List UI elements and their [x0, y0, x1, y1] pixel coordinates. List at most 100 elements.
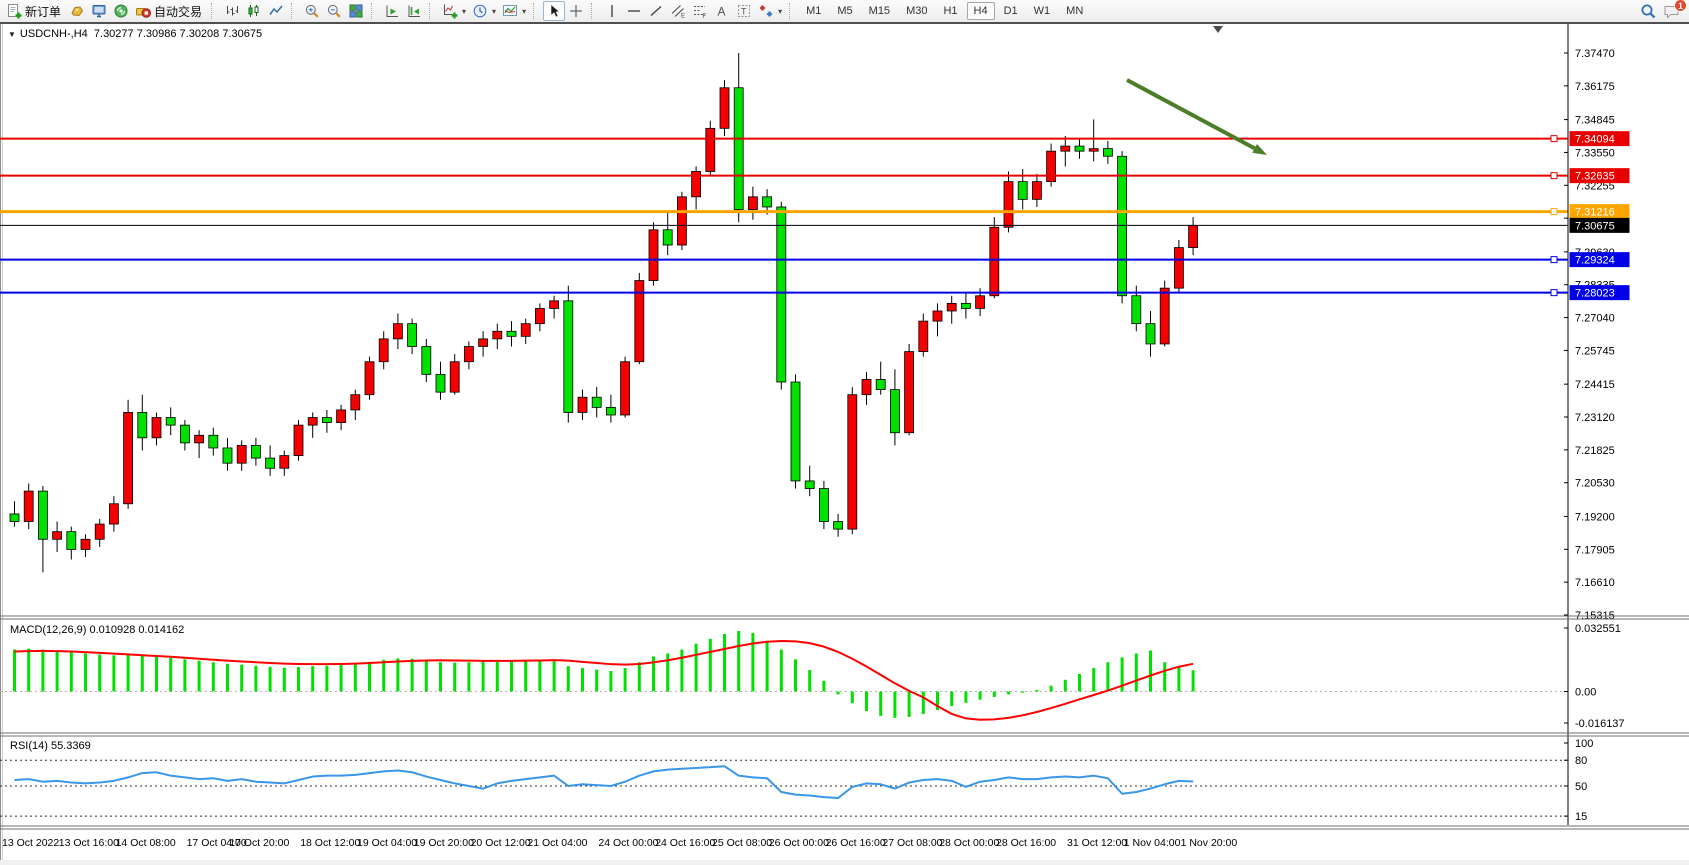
timeframe-mn[interactable]: MN	[1066, 5, 1084, 17]
hline-handle[interactable]	[1550, 135, 1558, 143]
time-axis-label: 18 Oct 12:00	[300, 837, 360, 849]
hline-handle[interactable]	[1550, 208, 1558, 216]
candlestick-chart-button[interactable]	[243, 1, 265, 21]
hline-handle[interactable]	[1550, 256, 1558, 264]
zoom-out-button[interactable]	[323, 1, 345, 21]
timeframe-w1[interactable]: W1	[1033, 5, 1051, 17]
time-axis-label: 20 Oct 12:00	[471, 837, 531, 849]
fibonacci-tool-button[interactable]: F	[689, 1, 711, 21]
svg-text:T: T	[741, 7, 747, 17]
indicators-button[interactable]: ▾	[499, 1, 529, 21]
svg-text:A: A	[718, 5, 726, 19]
text-tool-button[interactable]: A	[711, 1, 733, 21]
candle-body	[535, 308, 545, 325]
timeframe-m30[interactable]: M30	[906, 5, 928, 17]
line-chart-button[interactable]	[265, 1, 287, 21]
candle-body	[719, 87, 730, 129]
hline-handle[interactable]	[1550, 289, 1558, 297]
new-order-icon	[8, 4, 22, 19]
time-axis-label: 13 Oct 2022	[2, 837, 59, 849]
candle-body	[591, 396, 602, 408]
dropdown-caret-icon: ▾	[522, 6, 527, 16]
svg-text:E: E	[681, 14, 685, 20]
toolbar-separator	[789, 3, 796, 19]
price-flag-label: 7.30675	[1575, 220, 1615, 232]
candle-body	[790, 381, 801, 482]
time-axis-label: 17 Oct 20:00	[229, 837, 289, 849]
candle-body	[946, 302, 957, 312]
gold-nugget-button[interactable]	[66, 1, 88, 21]
line-chart-icon	[269, 5, 283, 15]
candle-body	[1032, 181, 1042, 200]
timeframe-h4[interactable]: H4	[966, 2, 995, 20]
candle-body	[961, 302, 971, 309]
symbol-dropdown-icon[interactable]: ▼	[8, 30, 16, 39]
horizontal-line-tool-button[interactable]	[623, 1, 645, 21]
macd-tick-label: 0.00	[1575, 687, 1596, 699]
chart-shift-button[interactable]	[403, 1, 425, 21]
candle-body	[38, 490, 48, 540]
dropdown-caret-icon: ▾	[778, 6, 783, 16]
price-tick-label: 7.33550	[1575, 147, 1615, 159]
price-tick-label: 7.16610	[1575, 577, 1615, 589]
timeframe-m5[interactable]: M5	[837, 5, 853, 17]
crosshair-tool-button[interactable]	[565, 1, 587, 21]
new-chart-button[interactable]: ▾	[439, 1, 469, 21]
text-label-tool-button[interactable]: T	[733, 1, 755, 21]
arrow-objects-button[interactable]: ▾	[755, 1, 785, 21]
auto-trading-button[interactable]: 自动交易	[132, 1, 207, 21]
zoom-in-button[interactable]	[301, 1, 323, 21]
bar-chart-button[interactable]	[221, 1, 243, 21]
timeframe-d1[interactable]: D1	[1003, 5, 1018, 17]
candle-body	[563, 300, 574, 413]
search-icon[interactable]	[1640, 3, 1657, 20]
timeframe-m1[interactable]: M1	[806, 5, 822, 17]
candle-body	[506, 330, 517, 337]
price-tick-label: 7.36175	[1575, 81, 1615, 93]
notifications-button[interactable]: 1	[1663, 0, 1687, 19]
vertical-line-tool-button[interactable]	[601, 1, 623, 21]
trend-line-tool-button[interactable]	[645, 1, 667, 21]
time-axis-label: 26 Oct 16:00	[826, 837, 886, 849]
time-axis-label: 28 Oct 00:00	[939, 837, 999, 849]
price-axis[interactable]	[1568, 24, 1689, 825]
signals-button[interactable]	[110, 1, 132, 21]
time-axis-label: 31 Oct 12:00	[1067, 837, 1127, 849]
hline-handle[interactable]	[1550, 172, 1558, 180]
time-axis-label: 24 Oct 00:00	[598, 837, 658, 849]
trend-arrow[interactable]	[1126, 78, 1256, 151]
price-tick-label: 7.17905	[1575, 544, 1615, 556]
main-toolbar: 新订单 自动交易 ▾ ▾	[0, 0, 1689, 22]
tile-windows-button[interactable]	[345, 1, 367, 21]
candle-body	[691, 171, 701, 198]
candle-body	[847, 394, 858, 530]
timeframe-m15[interactable]: M15	[868, 5, 891, 17]
candle-body	[904, 351, 914, 434]
periods-button[interactable]: ▾	[469, 1, 499, 21]
indicators-icon	[503, 5, 518, 16]
equidistant-channel-tool-button[interactable]: E	[667, 1, 689, 21]
candle-body	[577, 396, 588, 413]
candle-body	[208, 434, 219, 449]
time-axis[interactable]	[0, 830, 1568, 860]
cursor-tool-button[interactable]	[543, 1, 566, 21]
price-flag	[1569, 285, 1630, 301]
clock-icon	[473, 4, 487, 18]
chart-shift-marker[interactable]	[1213, 26, 1223, 33]
macd-tick-label: -0.016137	[1575, 718, 1625, 730]
trend-line-icon	[650, 5, 662, 17]
terminal-button[interactable]	[88, 1, 110, 21]
candle-body	[1060, 145, 1071, 152]
timeframe-h1[interactable]: H1	[943, 5, 958, 17]
chart-canvas[interactable]: 7.374707.361757.348457.335507.322557.309…	[0, 24, 1689, 860]
new-order-button[interactable]: 新订单	[3, 1, 66, 21]
candle-body	[918, 320, 929, 352]
macd-indicator-label: MACD(12,26,9) 0.010928 0.014162	[10, 624, 185, 636]
trend-arrow-head[interactable]	[1252, 143, 1267, 155]
candle-body	[293, 424, 304, 456]
fibonacci-icon: F	[694, 6, 707, 19]
auto-scroll-button[interactable]	[381, 1, 403, 21]
candle-body	[222, 447, 233, 464]
candle-body	[151, 417, 162, 439]
candle-body	[1046, 150, 1056, 183]
